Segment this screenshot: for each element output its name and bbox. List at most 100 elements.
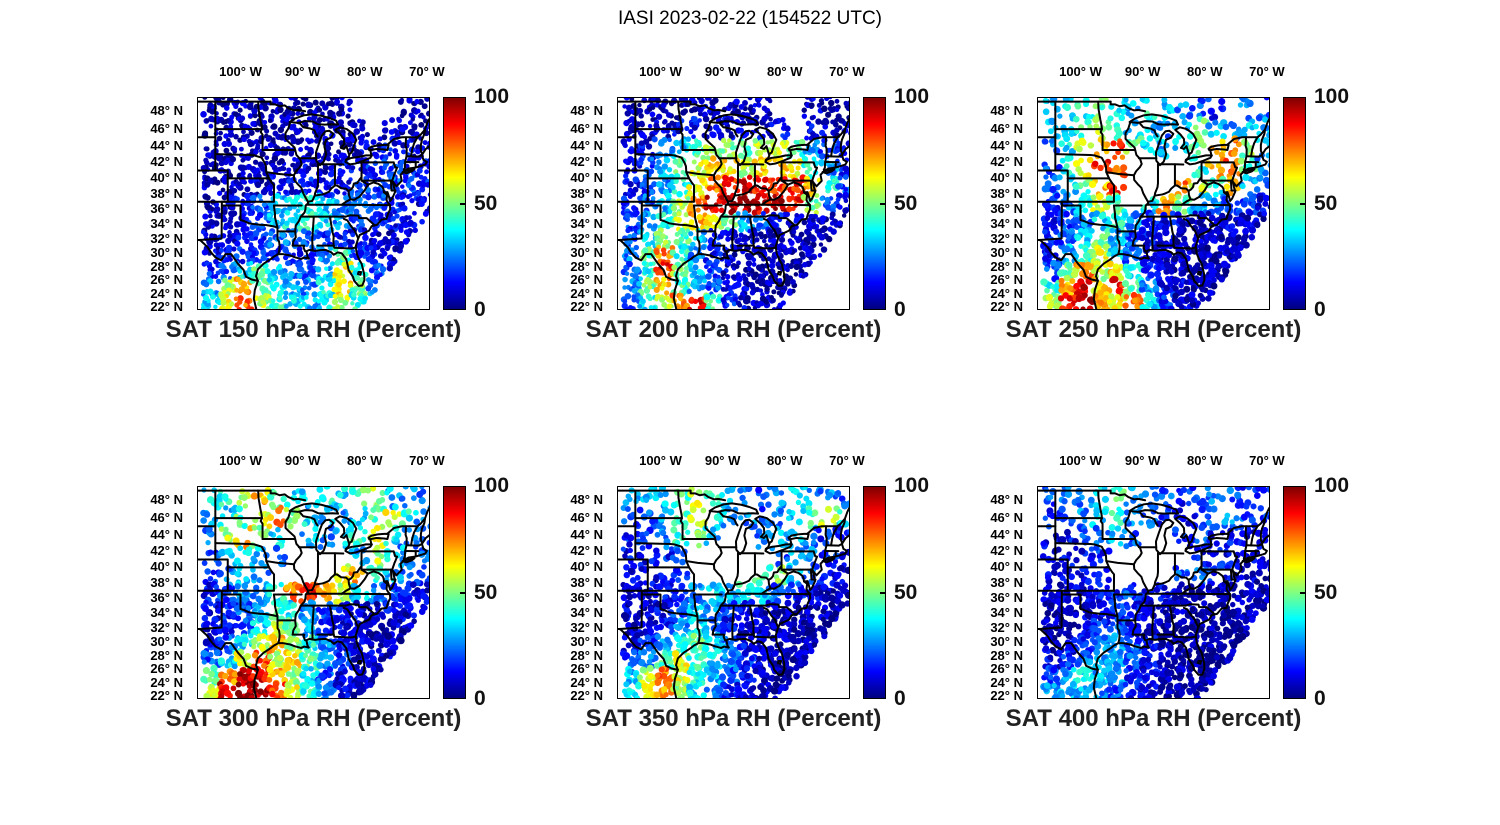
lon-tick-label: 100° W <box>1059 64 1102 79</box>
lat-tick-label: 30° N <box>570 244 603 260</box>
panel-200hpa: 100° W 90° W 80° W 70° W 48° N 46° N 44° N 42° … <box>570 64 929 343</box>
panel-title-150hpa: SAT 150 hPa RH (Percent) <box>165 316 462 343</box>
lat-tick-label: 40° N <box>570 559 603 575</box>
lat-tick-label: 46° N <box>990 120 1023 136</box>
lat-tick-label: 26° N <box>150 272 183 288</box>
lat-tick-label: 44° N <box>570 137 603 153</box>
colorbar-tick-label: 100 <box>1314 85 1350 108</box>
lat-tick-label: 32° N <box>990 230 1023 246</box>
lat-tick-label: 28° N <box>990 258 1023 274</box>
lat-tick-label: 38° N <box>150 186 183 202</box>
lat-tick-label: 22° N <box>990 687 1023 703</box>
lat-tick-label: 44° N <box>570 526 603 542</box>
colorbar-mid-tick <box>880 591 885 594</box>
lon-tick-label: 90° W <box>704 64 741 79</box>
lon-tick-label: 70° W <box>829 64 865 79</box>
lat-tick-label: 48° N <box>150 491 183 507</box>
lon-tick-label: 100° W <box>639 453 682 468</box>
lat-tick-label: 32° N <box>150 230 183 246</box>
lat-tick-label: 36° N <box>570 201 603 217</box>
lat-tick-label: 30° N <box>570 633 603 649</box>
lon-tick-label: 90° W <box>1124 453 1161 468</box>
lon-tick-label: 80° W <box>1186 64 1223 79</box>
lat-tick-label: 30° N <box>150 633 183 649</box>
lat-tick-label: 40° N <box>990 559 1023 575</box>
colorbar-tick-label: 0 <box>1314 298 1326 321</box>
panel-350hpa: 100° W 90° W 80° W 70° W 48° N 46° N 44° N 42° … <box>570 453 929 732</box>
panel-title-350hpa: SAT 350 hPa RH (Percent) <box>585 705 882 732</box>
panel-title-250hpa: SAT 250 hPa RH (Percent) <box>1005 316 1302 343</box>
lat-tick-label: 36° N <box>150 201 183 217</box>
lat-tick-label: 38° N <box>990 575 1023 591</box>
lat-tick-label: 24° N <box>990 674 1023 690</box>
colorbar-tick-label: 50 <box>1314 581 1338 604</box>
panel-title-200hpa: SAT 200 hPa RH (Percent) <box>585 316 882 343</box>
lon-tick-label: 90° W <box>1124 64 1161 79</box>
colorbar-mid-tick <box>460 591 465 594</box>
lat-tick-label: 42° N <box>990 543 1023 559</box>
lon-tick-label: 100° W <box>1059 453 1102 468</box>
lat-tick-label: 44° N <box>990 137 1023 153</box>
colorbar-tick-label: 0 <box>474 687 486 710</box>
lat-tick-label: 42° N <box>570 154 603 170</box>
lat-tick-label: 36° N <box>990 201 1023 217</box>
lat-tick-label: 40° N <box>150 559 183 575</box>
panel-250hpa: 100° W 90° W 80° W 70° W 48° N 46° N 44° N 42° … <box>990 64 1349 343</box>
figure-title: IASI 2023-02-22 (154522 UTC) <box>617 8 883 29</box>
lat-tick-label: 38° N <box>570 186 603 202</box>
panel-title-400hpa: SAT 400 hPa RH (Percent) <box>1005 705 1302 732</box>
lat-tick-label: 24° N <box>990 285 1023 301</box>
lat-tick-label: 30° N <box>990 633 1023 649</box>
lat-tick-label: 22° N <box>150 298 183 314</box>
panel-400hpa: 100° W 90° W 80° W 70° W 48° N 46° N 44° N 42° … <box>990 453 1349 732</box>
lat-tick-label: 22° N <box>150 687 183 703</box>
lat-tick-label: 48° N <box>150 102 183 118</box>
lat-tick-label: 46° N <box>990 509 1023 525</box>
lat-tick-label: 26° N <box>570 661 603 677</box>
lat-tick-label: 42° N <box>990 154 1023 170</box>
lat-tick-label: 32° N <box>990 619 1023 635</box>
lat-tick-label: 44° N <box>150 526 183 542</box>
lat-tick-label: 22° N <box>570 687 603 703</box>
colorbar-tick-label: 100 <box>1314 474 1350 497</box>
lat-tick-label: 32° N <box>570 230 603 246</box>
colorbar <box>863 486 886 699</box>
lat-tick-label: 28° N <box>570 647 603 663</box>
colorbar <box>863 97 886 310</box>
lat-tick-label: 36° N <box>570 590 603 606</box>
map-canvas-150hpa <box>197 97 430 310</box>
colorbar-tick-label: 100 <box>894 474 930 497</box>
lat-tick-label: 34° N <box>990 605 1023 621</box>
colorbar-tick-label: 50 <box>474 581 498 604</box>
lat-tick-label: 48° N <box>570 102 603 118</box>
lat-tick-label: 34° N <box>150 216 183 232</box>
lat-tick-label: 34° N <box>570 216 603 232</box>
colorbar-tick-label: 0 <box>1314 687 1326 710</box>
lat-tick-label: 38° N <box>570 575 603 591</box>
lat-tick-label: 42° N <box>150 154 183 170</box>
lon-tick-label: 80° W <box>346 453 383 468</box>
colorbar-tick-label: 0 <box>894 687 906 710</box>
lat-tick-label: 22° N <box>990 298 1023 314</box>
lat-tick-label: 44° N <box>990 526 1023 542</box>
colorbar-tick-label: 0 <box>474 298 486 321</box>
lat-tick-label: 38° N <box>990 186 1023 202</box>
lat-tick-label: 24° N <box>150 285 183 301</box>
lat-tick-label: 46° N <box>570 509 603 525</box>
colorbar-tick-label: 50 <box>894 192 918 215</box>
panel-150hpa: 100° W 90° W 80° W 70° W 48° N 46° N 44° N 42° … <box>150 64 509 343</box>
lat-tick-label: 48° N <box>570 491 603 507</box>
lat-tick-label: 40° N <box>150 170 183 186</box>
lon-tick-label: 80° W <box>766 453 803 468</box>
map-canvas-300hpa <box>197 486 430 699</box>
lat-tick-label: 40° N <box>990 170 1023 186</box>
lat-tick-label: 42° N <box>570 543 603 559</box>
lon-tick-label: 90° W <box>284 453 321 468</box>
lat-tick-label: 26° N <box>150 661 183 677</box>
lat-tick-label: 26° N <box>570 272 603 288</box>
colorbar-mid-tick <box>1300 202 1305 205</box>
lon-tick-label: 70° W <box>409 64 445 79</box>
lon-tick-label: 90° W <box>704 453 741 468</box>
lon-tick-label: 70° W <box>1249 453 1285 468</box>
colorbar-tick-label: 100 <box>894 85 930 108</box>
